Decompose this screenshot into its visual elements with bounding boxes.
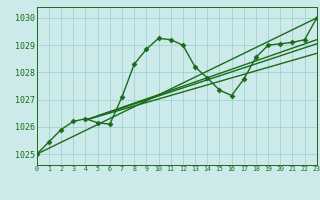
Text: Graphe pression niveau de la mer (hPa): Graphe pression niveau de la mer (hPa) (48, 185, 272, 195)
